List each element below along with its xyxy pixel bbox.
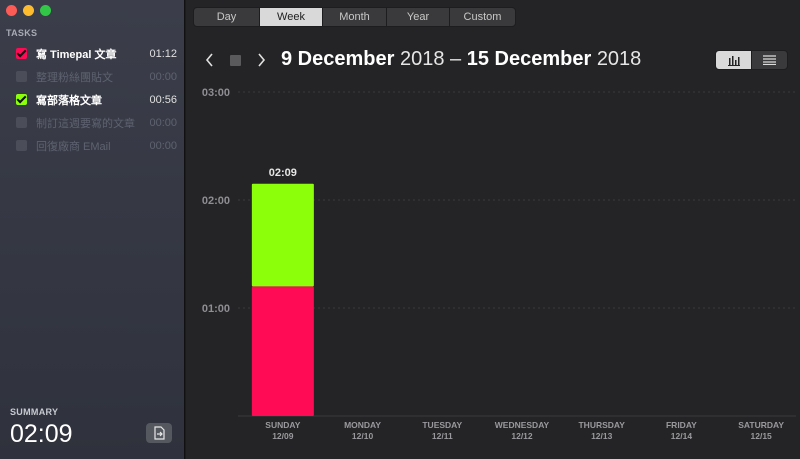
bar-segment <box>251 286 314 416</box>
task-checkbox[interactable] <box>16 140 27 151</box>
range-start-date: 9 December <box>281 48 395 70</box>
task-checkbox[interactable] <box>16 94 27 105</box>
task-duration: 00:00 <box>149 139 177 152</box>
view-toggle <box>715 50 788 70</box>
x-tick-date: 12/11 <box>432 431 453 441</box>
task-checkbox[interactable] <box>16 48 27 59</box>
current-week-button[interactable] <box>230 54 241 66</box>
weekly-bar-chart: 01:0002:0003:00SUNDAY12/0902:09MONDAY12/… <box>202 87 796 441</box>
x-tick-day: THURSDAY <box>578 420 625 430</box>
task-list: 寫 Timepal 文章 01:12 整理粉絲團貼文 00:00 寫部落格文章 00:56… <box>0 42 185 157</box>
x-tick-day: WEDNESDAY <box>495 420 550 430</box>
list-view-button[interactable] <box>751 50 788 70</box>
period-tabs: Day Week Month Year Custom <box>193 7 516 27</box>
x-tick-date: 12/15 <box>751 431 773 441</box>
chevron-right-icon <box>258 53 266 67</box>
task-checkbox[interactable] <box>16 117 27 128</box>
x-tick-day: TUESDAY <box>422 420 462 430</box>
x-tick-date: 12/09 <box>272 431 294 441</box>
task-name: 制訂這週要寫的文章 <box>36 117 135 130</box>
zoom-window-button[interactable] <box>40 5 51 16</box>
x-tick-day: MONDAY <box>344 420 381 430</box>
x-tick-date: 12/12 <box>511 431 533 441</box>
export-icon <box>154 426 165 440</box>
previous-week-button[interactable] <box>200 50 220 70</box>
range-end-year: 2018 <box>596 48 642 70</box>
y-tick-label: 03:00 <box>202 87 230 99</box>
task-name: 整理粉絲團貼文 <box>36 71 113 84</box>
main-panel: Day Week Month Year Custom 9 December 2018 –… <box>186 0 800 459</box>
tasks-heading: TASKS <box>6 28 38 38</box>
task-name: 回復廠商 EMail <box>36 140 111 153</box>
x-tick-date: 12/14 <box>671 431 693 441</box>
minimize-window-button[interactable] <box>23 5 34 16</box>
x-tick-date: 12/10 <box>352 431 374 441</box>
task-item[interactable]: 寫部落格文章 00:56 <box>0 88 185 111</box>
close-window-button[interactable] <box>6 5 17 16</box>
task-duration: 01:12 <box>149 47 177 60</box>
bar-chart-view-button[interactable] <box>715 50 752 70</box>
range-start-year: 2018 <box>399 48 445 70</box>
x-tick-date: 12/13 <box>591 431 613 441</box>
x-tick-day: FRIDAY <box>666 420 697 430</box>
tab-day[interactable]: Day <box>193 7 260 27</box>
tab-year[interactable]: Year <box>386 7 450 27</box>
date-range-title: 9 December 2018 – 15 December 2018 <box>281 48 641 71</box>
summary-total-time: 02:09 <box>10 420 73 448</box>
next-week-button[interactable] <box>251 50 271 70</box>
tab-custom[interactable]: Custom <box>449 7 516 27</box>
y-tick-label: 01:00 <box>202 303 230 315</box>
x-tick-day: SUNDAY <box>265 420 300 430</box>
sidebar: TASKS 寫 Timepal 文章 01:12 整理粉絲團貼文 00:00 寫部落格文… <box>0 0 185 459</box>
task-duration: 00:56 <box>149 93 177 106</box>
y-tick-label: 02:00 <box>202 195 230 207</box>
date-navigation <box>200 50 271 70</box>
chevron-left-icon <box>205 53 213 67</box>
bar-segment <box>251 183 314 287</box>
range-end-date: 15 December <box>466 48 592 70</box>
task-item[interactable]: 寫 Timepal 文章 01:12 <box>0 42 185 65</box>
export-button[interactable] <box>146 423 172 443</box>
tab-month[interactable]: Month <box>322 7 387 27</box>
bar-total-label: 02:09 <box>269 167 297 179</box>
task-duration: 00:00 <box>149 116 177 129</box>
task-name: 寫部落格文章 <box>36 94 102 107</box>
task-duration: 00:00 <box>149 70 177 83</box>
tab-week[interactable]: Week <box>259 7 323 27</box>
task-item[interactable]: 制訂這週要寫的文章 00:00 <box>0 111 185 134</box>
task-item[interactable]: 整理粉絲團貼文 00:00 <box>0 65 185 88</box>
task-checkbox[interactable] <box>16 71 27 82</box>
window-controls <box>6 5 51 16</box>
list-icon <box>763 55 776 65</box>
x-tick-day: SATURDAY <box>738 420 784 430</box>
task-name: 寫 Timepal 文章 <box>36 48 117 61</box>
bar-chart-icon <box>727 55 740 66</box>
range-separator: – <box>450 48 462 70</box>
summary-heading: SUMMARY <box>10 407 59 417</box>
task-item[interactable]: 回復廠商 EMail 00:00 <box>0 134 185 157</box>
